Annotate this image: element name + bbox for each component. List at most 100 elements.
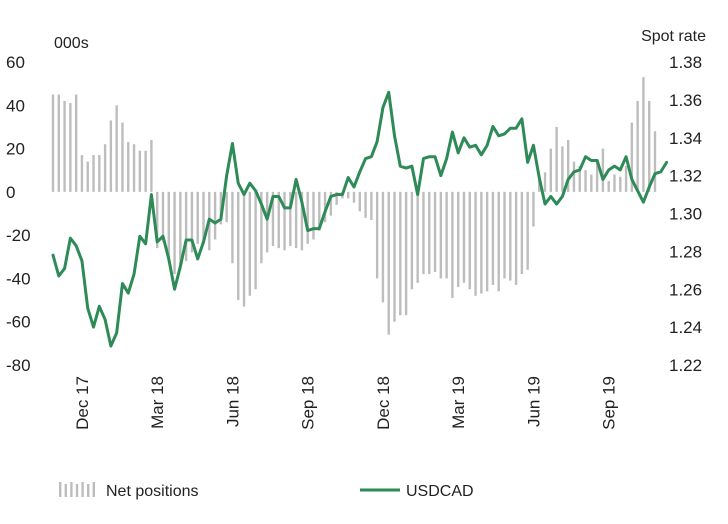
legend-net-positions-label: Net positions: [106, 483, 199, 500]
legend-bar-swatch-mark: [92, 482, 95, 497]
net-positions-bar: [456, 191, 460, 288]
net-positions-bar: [393, 191, 396, 322]
net-positions-bar: [468, 191, 471, 290]
net-positions-bar: [115, 105, 118, 192]
net-positions-bar: [69, 103, 72, 192]
right-tick-label: 1.28: [669, 242, 702, 261]
net-positions-bar: [543, 172, 547, 192]
net-positions-bar: [404, 191, 408, 316]
net-positions-bar: [225, 191, 228, 223]
net-positions-bar: [132, 144, 136, 192]
right-tick-label: 1.24: [669, 318, 702, 337]
usdcad-line: [51, 90, 669, 348]
usdcad-line-layer: [51, 90, 669, 348]
x-tick-label: Jun 19: [524, 376, 543, 427]
net-positions-bar: [161, 191, 165, 242]
net-positions-bar: [312, 191, 315, 240]
net-positions-bar: [335, 191, 338, 205]
net-positions-bar: [358, 191, 361, 212]
net-positions-bar: [514, 191, 518, 285]
net-positions-bar: [428, 191, 431, 275]
net-positions-bar: [503, 191, 506, 279]
net-positions-bar: [86, 161, 89, 192]
net-positions-bar: [445, 191, 448, 279]
net-positions-bar: [277, 191, 280, 249]
net-positions-bar: [173, 191, 176, 275]
left-axis-unit-label: 000s: [54, 35, 89, 52]
x-tick-label: Mar 19: [449, 376, 468, 429]
net-positions-bar: [92, 155, 95, 192]
net-positions-bar: [51, 94, 55, 192]
net-positions-bar: [271, 191, 275, 246]
legend-usdcad-label: USDCAD: [406, 483, 474, 500]
net-positions-bar: [566, 139, 570, 192]
legend-bar-swatch-mark: [70, 482, 73, 497]
net-positions-bar: [150, 139, 153, 192]
net-positions-bar: [474, 191, 477, 296]
unit-labels: 000s Spot rate: [54, 28, 706, 52]
net-positions-bar: [347, 191, 350, 199]
net-positions-bar: [323, 191, 327, 223]
net-positions-bar: [653, 131, 657, 192]
net-positions-bar: [636, 100, 639, 192]
net-positions-bar: [462, 191, 466, 283]
net-positions-bar: [283, 191, 286, 251]
x-tick-label: Jun 18: [223, 376, 242, 427]
net-positions-bar: [619, 176, 622, 192]
net-positions-bar: [590, 174, 593, 192]
right-tick-label: 1.26: [669, 280, 702, 299]
right-axis-unit-label: Spot rate: [641, 28, 706, 45]
net-positions-bar: [248, 191, 252, 296]
x-axis-ticks: Dec 17 Mar 18 Jun 18 Sep 18 Dec 18 Mar 19 Jun …: [73, 376, 619, 430]
net-positions-bar: [439, 191, 443, 279]
net-positions-bar: [381, 191, 385, 303]
net-positions-bar: [329, 191, 333, 216]
net-positions-bar: [352, 191, 356, 203]
net-positions-bar: [364, 191, 367, 218]
left-tick-label: -40: [6, 269, 31, 288]
net-positions-bar: [416, 191, 419, 283]
right-tick-label: 1.38: [669, 53, 702, 72]
net-positions-bar: [451, 191, 454, 298]
net-positions-bar: [190, 191, 194, 253]
x-tick-label: Dec 17: [73, 376, 92, 430]
net-positions-bar: [213, 191, 217, 240]
net-positions-bar: [370, 191, 373, 220]
x-tick-label: Sep 19: [600, 376, 619, 430]
net-positions-bar: [144, 150, 147, 192]
right-tick-label: 1.32: [669, 167, 702, 186]
net-positions-bar: [127, 142, 130, 192]
net-positions-bar: [231, 191, 234, 264]
legend-bar-swatch-mark: [87, 484, 90, 497]
net-positions-bar: [509, 191, 512, 281]
net-positions-bar: [184, 191, 188, 262]
right-tick-label: 1.30: [669, 205, 702, 224]
left-tick-label: -60: [6, 313, 31, 332]
net-positions-bar: [491, 191, 495, 285]
net-positions-bar: [155, 191, 159, 249]
net-positions-bar: [202, 191, 205, 244]
net-positions-bar: [260, 191, 263, 264]
net-positions-bar: [520, 191, 524, 275]
net-positions-bar: [607, 181, 610, 192]
net-positions-bar: [561, 146, 564, 192]
net-positions-bar: [179, 191, 182, 270]
net-positions-bar: [289, 191, 292, 246]
net-positions-bar: [624, 165, 628, 192]
right-axis-ticks: 1.38 1.36 1.34 1.32 1.30 1.28 1.26 1.24 1.22: [669, 53, 702, 375]
net-positions-bar: [480, 191, 483, 294]
net-positions-bar: [109, 120, 113, 192]
legend-bar-swatch-mark: [59, 482, 62, 497]
net-positions-bar: [613, 174, 616, 192]
net-positions-bar: [121, 122, 124, 192]
net-positions-bar: [630, 122, 634, 192]
net-positions-bar: [294, 191, 298, 249]
net-positions-bar: [375, 191, 379, 279]
net-positions-bar: [74, 94, 78, 192]
net-positions-bar: [601, 148, 605, 192]
net-positions-bar: [555, 126, 558, 192]
net-positions-bar: [532, 191, 535, 227]
right-tick-label: 1.36: [669, 91, 702, 110]
legend: Net positions USDCAD: [59, 482, 474, 500]
net-positions-bar: [433, 191, 437, 272]
